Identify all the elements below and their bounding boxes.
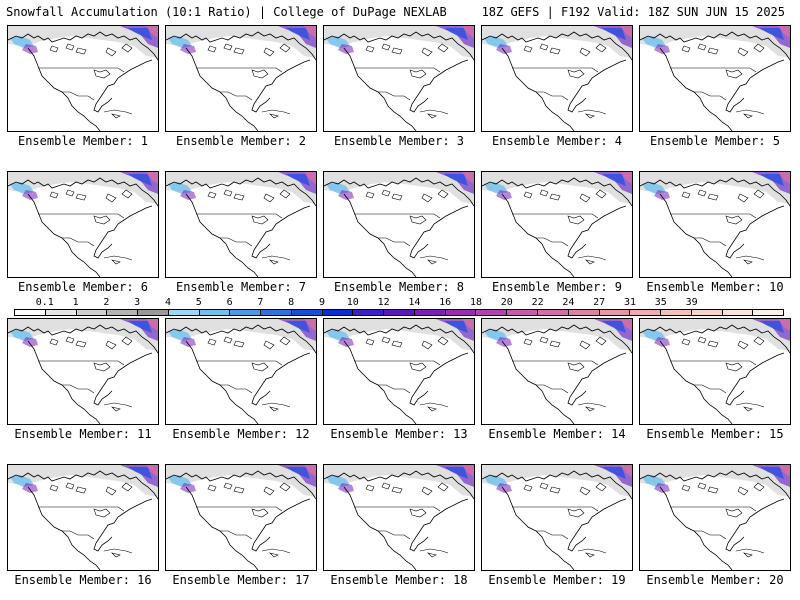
- colorbar-tick-label: 27: [593, 297, 606, 308]
- ensemble-member-label: Ensemble Member: 9: [491, 280, 623, 294]
- ensemble-member-label: Ensemble Member: 11: [14, 427, 152, 441]
- ensemble-member-label: Ensemble Member: 12: [172, 427, 310, 441]
- ensemble-member-map: [639, 25, 791, 132]
- colorbar-tick-label: 22: [531, 297, 544, 308]
- colorbar-tick-label: 4: [164, 297, 172, 308]
- colorbar-tick-label: 2: [103, 297, 110, 308]
- colorbar-swatch: [661, 310, 692, 315]
- colorbar-swatch: [261, 310, 292, 315]
- colorbar-swatch: [630, 310, 662, 315]
- colorbar-swatch: [691, 310, 723, 315]
- ensemble-member-map: [165, 25, 317, 132]
- ensemble-member-label: Ensemble Member: 19: [488, 573, 626, 587]
- colorbar-tick-label: 6: [226, 297, 233, 308]
- colorbar-swatch: [322, 310, 354, 315]
- ensemble-member-map: [481, 25, 633, 132]
- ensemble-member-map: [165, 171, 317, 278]
- ensemble-member-label: Ensemble Member: 8: [333, 280, 465, 294]
- ensemble-member-label: Ensemble Member: 15: [646, 427, 784, 441]
- colorbar-swatch: [168, 310, 200, 315]
- colorbar-tick-label: 12: [377, 297, 390, 308]
- colorbar-swatch: [538, 310, 569, 315]
- ensemble-member-map: [481, 171, 633, 278]
- ensemble-member-map: [7, 171, 159, 278]
- ensemble-member-map: [7, 25, 159, 132]
- ensemble-member-map: [7, 464, 159, 571]
- ensemble-member-map: [639, 464, 791, 571]
- ensemble-member-label: Ensemble Member: 10: [646, 280, 784, 294]
- ensemble-member-label: Ensemble Member: 4: [491, 134, 623, 148]
- ensemble-member-label: Ensemble Member: 7: [175, 280, 307, 294]
- colorbar-tick-label: 18: [469, 297, 483, 308]
- colorbar-swatch: [507, 310, 539, 315]
- colorbar-tick-label: 24: [562, 297, 575, 308]
- colorbar-swatch: [230, 310, 262, 315]
- header-title-left: Snowfall Accumulation (10:1 Ratio) | Col…: [6, 5, 447, 19]
- colorbar-swatch: [384, 310, 415, 315]
- ensemble-member-label: Ensemble Member: 6: [17, 280, 149, 294]
- ensemble-member-map: [481, 318, 633, 425]
- colorbar-swatch: [568, 310, 600, 315]
- colorbar-swatch: [722, 310, 754, 315]
- colorbar-tick-label: 14: [408, 297, 421, 308]
- colorbar-swatch: [753, 310, 784, 315]
- colorbar-swatch: [476, 310, 508, 315]
- colorbar-tick-label: 1: [72, 297, 79, 308]
- colorbar-swatch: [107, 310, 139, 315]
- colorbar-swatch: [414, 310, 446, 315]
- colorbar-labels: 0.1 1 2 3 4 5 6 7 8 9 10 12 14 16 18 20 22 24 27 31 35 39: [14, 298, 784, 309]
- ensemble-member-map: [481, 464, 633, 571]
- colorbar-tick-label: 39: [685, 297, 698, 308]
- ensemble-member-label: Ensemble Member: 2: [175, 134, 307, 148]
- colorbar-swatch: [45, 310, 77, 315]
- colorbar-swatch: [138, 310, 169, 315]
- colorbar-swatch: [445, 310, 477, 315]
- header-title-right: 18Z GEFS | F192 Valid: 18Z SUN JUN 15 20…: [481, 5, 785, 19]
- ensemble-member-label: Ensemble Member: 16: [14, 573, 152, 587]
- colorbar-swatch: [76, 310, 108, 315]
- ensemble-member-map: [165, 464, 317, 571]
- ensemble-member-map: [7, 318, 159, 425]
- ensemble-member-label: Ensemble Member: 17: [172, 573, 310, 587]
- ensemble-member-map: [323, 318, 475, 425]
- ensemble-member-label: Ensemble Member: 3: [333, 134, 465, 148]
- colorbar-tick-label: 10: [346, 297, 359, 308]
- colorbar-swatch: [199, 310, 231, 315]
- colorbar-swatch: [291, 310, 323, 315]
- ensemble-member-map: [639, 171, 791, 278]
- colorbar-tick-label: 35: [654, 297, 667, 308]
- colorbar-swatch: [353, 310, 385, 315]
- colorbar-tick-label: 7: [257, 297, 264, 308]
- colorbar-tick-label: 8: [288, 297, 295, 308]
- ensemble-member-label: Ensemble Member: 1: [17, 134, 149, 148]
- ensemble-member-label: Ensemble Member: 5: [649, 134, 781, 148]
- ensemble-member-label: Ensemble Member: 20: [646, 573, 784, 587]
- colorbar-tick-label: 31: [623, 297, 637, 308]
- ensemble-member-map: [639, 318, 791, 425]
- colorbar-tick-label: 9: [318, 297, 326, 308]
- snowfall-colorbar: 0.1 1 2 3 4 5 6 7 8 9 10 12 14 16 18 20 22 24 27 31 35 39: [14, 298, 784, 318]
- colorbar-tick-label: 20: [500, 297, 513, 308]
- colorbar-swatches: [14, 309, 784, 316]
- ensemble-member-label: Ensemble Member: 18: [330, 573, 468, 587]
- ensemble-member-label: Ensemble Member: 14: [488, 427, 626, 441]
- colorbar-tick-label: 3: [134, 297, 141, 308]
- colorbar-tick-label: 0.1: [35, 297, 54, 308]
- ensemble-member-map: [323, 25, 475, 132]
- colorbar-tick-label: 16: [439, 297, 452, 308]
- ensemble-member-map: [323, 464, 475, 571]
- colorbar-swatch: [15, 310, 46, 315]
- colorbar-swatch: [599, 310, 631, 315]
- ensemble-member-map: [323, 171, 475, 278]
- ensemble-member-label: Ensemble Member: 13: [330, 427, 468, 441]
- colorbar-tick-label: 5: [195, 297, 202, 308]
- ensemble-member-map: [165, 318, 317, 425]
